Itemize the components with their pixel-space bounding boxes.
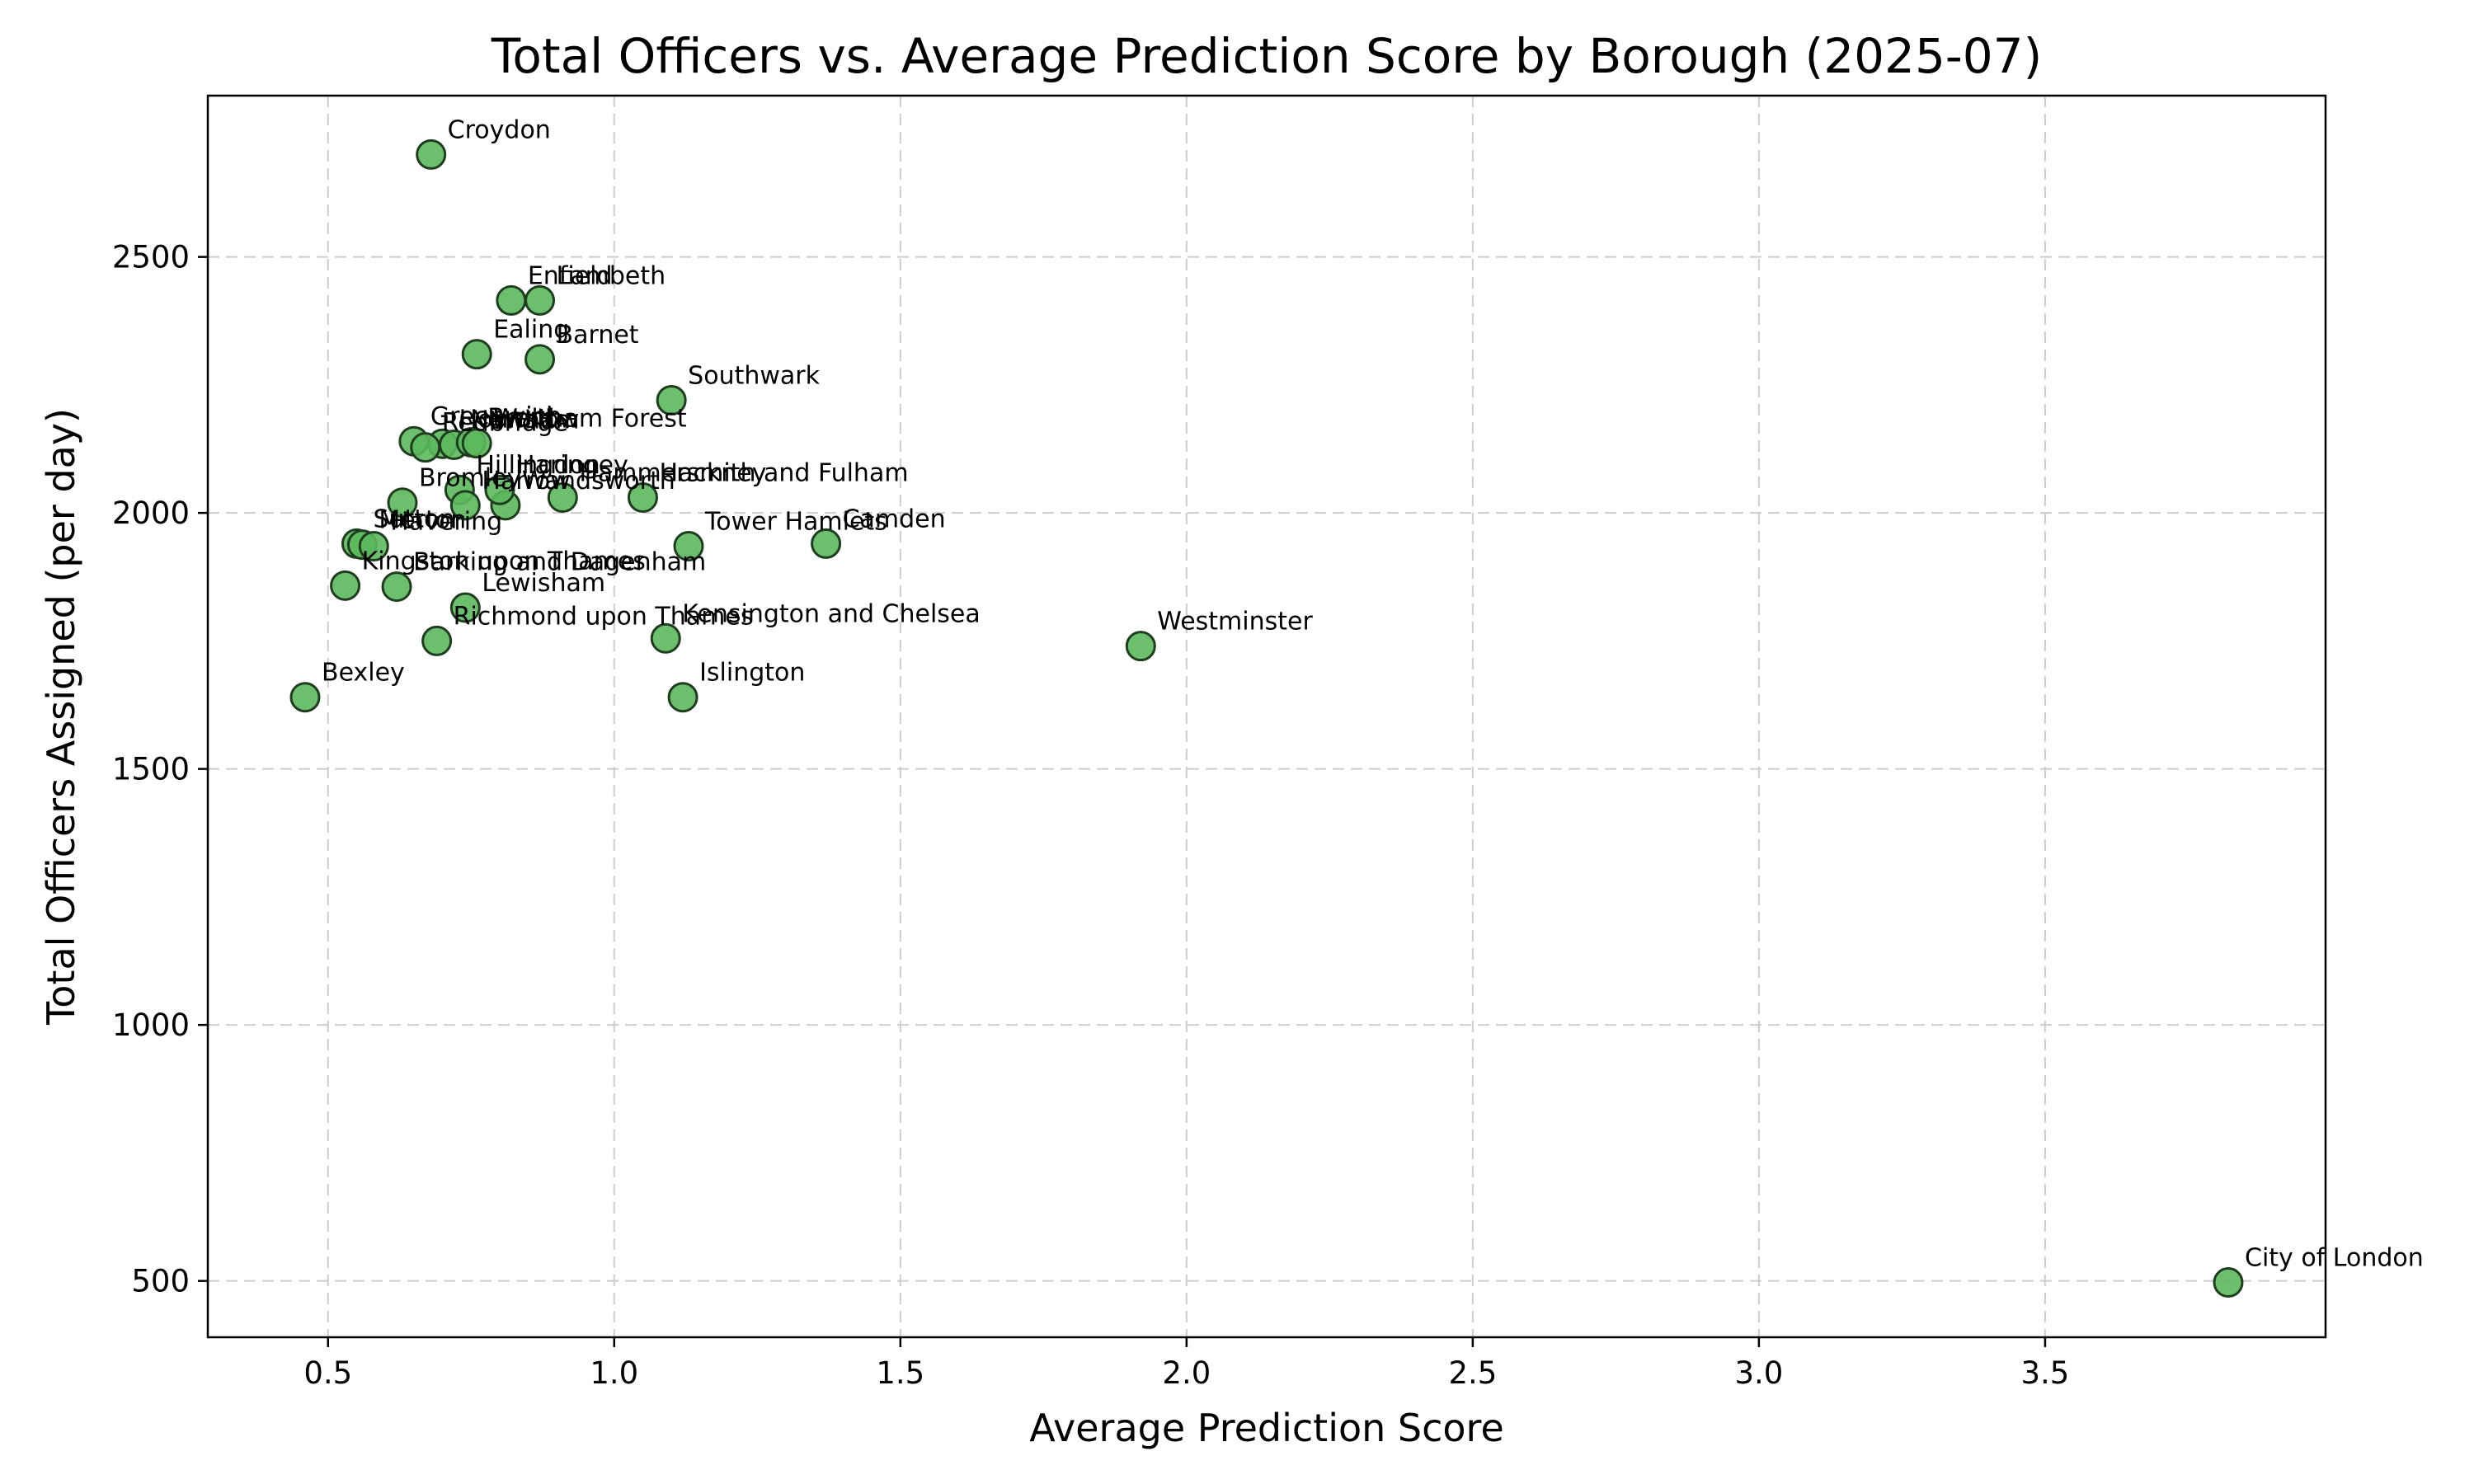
point-label: Richmond upon Thames [454, 602, 754, 631]
x-tick-label: 0.5 [303, 1355, 352, 1391]
data-point [673, 531, 704, 562]
data-point [330, 570, 361, 601]
point-label: Lambeth [557, 261, 666, 290]
y-axis-label: Total Officers Assigned (per day) [39, 408, 83, 1026]
y-tick-label: 2000 [112, 495, 190, 531]
point-label: Croydon [448, 115, 551, 144]
data-point [461, 339, 492, 370]
point-label: Wandsworth [522, 467, 675, 495]
point-label: Merton [379, 506, 466, 535]
point-label: Newham [470, 406, 579, 435]
data-point [416, 139, 447, 170]
point-label: Tower Hamlets [704, 508, 887, 537]
grid-lines [208, 96, 2326, 1337]
point-label: Brent [487, 403, 555, 432]
point-label: Redbridge [442, 409, 568, 438]
point-label: Bexley [322, 659, 405, 688]
point-label: Hounslow [459, 405, 580, 434]
data-point [811, 528, 842, 559]
y-tick-label: 500 [131, 1264, 190, 1299]
point-label: Barnet [557, 321, 639, 350]
point-label: Lewisham [482, 569, 605, 598]
point-label: Kingston upon Thames [362, 547, 646, 575]
y-tick-label: 1500 [112, 752, 190, 787]
data-point [667, 682, 698, 713]
point-label: Waltham Forest [493, 405, 687, 434]
data-point [421, 625, 453, 656]
data-point [547, 482, 578, 514]
data-point [387, 487, 418, 519]
point-label: Kensington and Chelsea [682, 599, 981, 628]
data-point [627, 482, 658, 514]
data-point [461, 428, 492, 459]
data-point [656, 385, 687, 416]
data-point [2213, 1267, 2244, 1298]
point-label: City of London [2245, 1244, 2424, 1273]
data-point [449, 592, 481, 623]
chart-title: Total Officers vs. Average Prediction Sc… [491, 28, 2042, 84]
point-label: Westminster [1157, 608, 1313, 636]
data-point [524, 344, 556, 375]
data-point [289, 682, 321, 713]
data-point [358, 531, 389, 562]
data-points [289, 139, 2244, 1298]
x-tick-label: 3.5 [2020, 1355, 2069, 1391]
axis-ticks: 0.5 1.0 1.5 2.0 2.5 3.0 3.5 500 1000 1500 2000 2500 [112, 240, 2070, 1391]
data-point [410, 432, 441, 463]
point-label: Southwark [688, 362, 820, 391]
x-tick-label: 2.5 [1448, 1355, 1497, 1391]
point-label: Enfield [528, 261, 613, 290]
point-label: Hackney [659, 459, 766, 488]
x-tick-label: 3.0 [1734, 1355, 1783, 1391]
y-tick-label: 1000 [112, 1007, 190, 1043]
data-point [484, 474, 515, 505]
data-point [449, 490, 481, 521]
point-label: Hillingdon [476, 451, 600, 480]
x-axis-label: Average Prediction Score [1029, 1406, 1504, 1450]
data-point [1125, 631, 1156, 662]
data-point [650, 622, 681, 654]
x-tick-label: 2.0 [1162, 1355, 1211, 1391]
data-point [381, 571, 412, 603]
point-label: Greenwich [430, 402, 562, 431]
data-point [524, 284, 556, 316]
point-label: Bromley [419, 464, 521, 493]
point-label: Camden [843, 505, 946, 533]
data-point [496, 284, 527, 316]
point-label: Havering [390, 508, 502, 537]
point-label: Harrow [482, 467, 570, 495]
point-label: Hammersmith and Fulham [579, 459, 908, 488]
y-tick-label: 2500 [112, 240, 190, 275]
point-label: Islington [699, 659, 805, 688]
point-label: Sutton [373, 505, 454, 533]
x-tick-label: 1.5 [876, 1355, 924, 1391]
point-label: Ealing [493, 316, 569, 345]
point-label: Haringey [516, 451, 628, 480]
point-label: Barking and Dagenham [413, 548, 706, 577]
x-tick-label: 1.0 [590, 1355, 638, 1391]
plot-frame [206, 94, 2327, 1339]
